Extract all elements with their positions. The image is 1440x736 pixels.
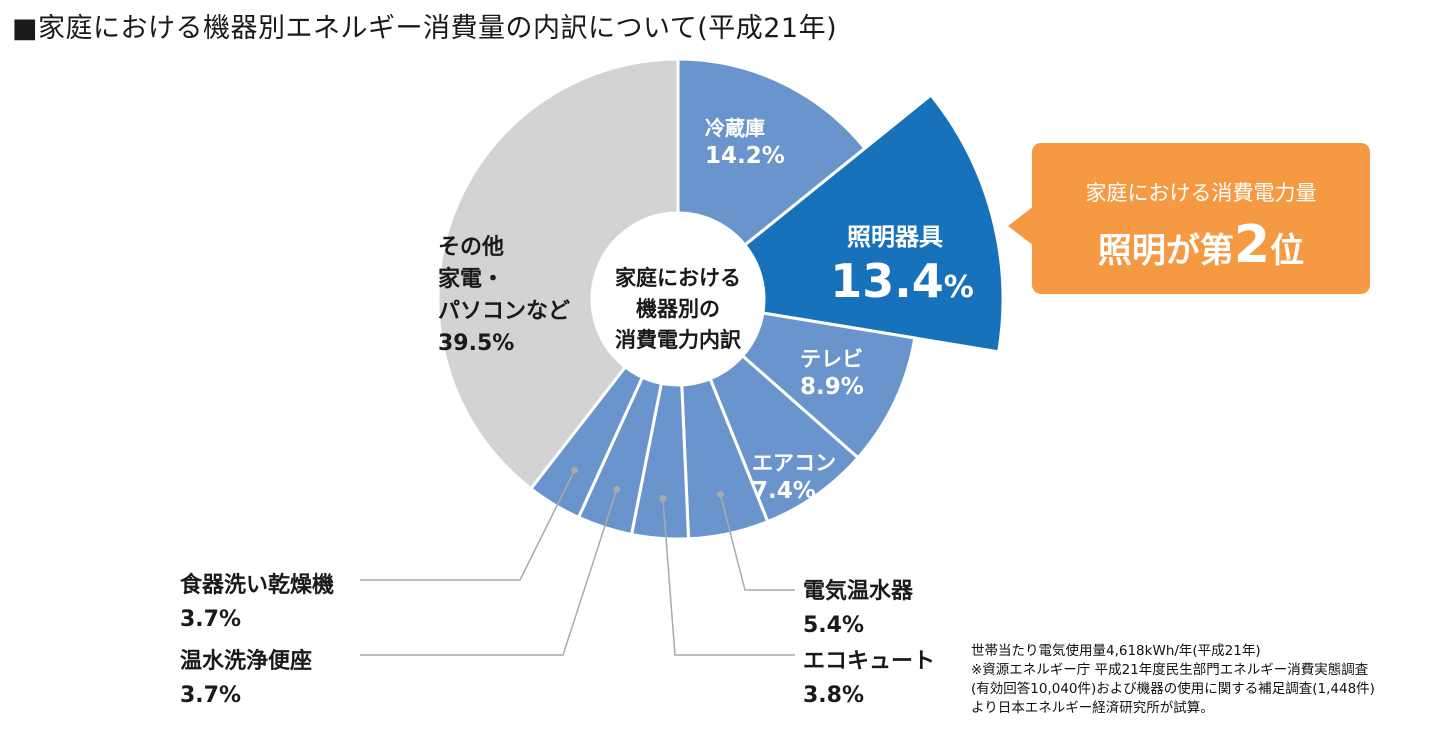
slice-label: 温水洗浄便座 <box>180 648 312 674</box>
slice-value: 39.5% <box>438 331 514 356</box>
slice-label: パソコンなど <box>438 299 570 324</box>
center-label: 家庭における <box>615 266 741 290</box>
note-line: (有効回答10,040件)および機器の使用に関する補足調査(1,448件) <box>971 681 1375 697</box>
note-line: より日本エネルギー経済研究所が試算。 <box>971 700 1214 716</box>
callout-rank: 2 <box>1233 215 1271 275</box>
leader-line <box>662 498 795 656</box>
note-line: 世帯当たり電気使用量4,618kWh/年(平成21年) <box>971 643 1261 659</box>
leader-line <box>360 489 618 656</box>
leader-line <box>360 469 576 581</box>
callout-line1: 家庭における消費電力量 <box>1085 181 1317 205</box>
slice-label: 食器洗い乾燥機 <box>180 572 334 598</box>
callout-pointer <box>1008 206 1034 246</box>
slice-value: 3.7% <box>180 607 241 632</box>
slice-value: 5.4% <box>803 613 864 638</box>
slice-value: 14.2% <box>705 143 785 169</box>
center-label: 消費電力内訳 <box>615 328 742 352</box>
slice-label: その他 <box>438 235 504 260</box>
slice-value: 7.4% <box>752 478 816 504</box>
callout-line2-suffix: 位 <box>1270 231 1305 271</box>
callout-line2: 照明が第2位 <box>1032 219 1370 272</box>
slice-label: 冷蔵庫 <box>705 116 765 140</box>
callout-line2-prefix: 照明が第 <box>1097 231 1234 271</box>
slice-value: 8.9% <box>800 374 864 400</box>
slice-value: 3.7% <box>180 683 241 708</box>
donut-slice <box>436 57 680 491</box>
slice-value: 3.8% <box>803 683 864 708</box>
slice-label: エアコン <box>752 451 836 475</box>
donut-slice <box>676 57 867 248</box>
donut-slice <box>742 92 1005 354</box>
slice-label: テレビ <box>800 347 863 371</box>
slice-label: 照明器具 <box>847 223 943 251</box>
page-title: ■家庭における機器別エネルギー消費量の内訳について(平成21年) <box>12 13 838 44</box>
leader-line <box>719 494 795 591</box>
source-note: 世帯当たり電気使用量4,618kWh/年(平成21年) ※資源エネルギー庁 平成… <box>971 642 1375 718</box>
callout-box: 家庭における消費電力量 照明が第2位 <box>1032 143 1370 294</box>
center-label: 機器別の <box>636 297 720 321</box>
slice-label: 電気温水器 <box>803 578 914 604</box>
slice-label: エコキュート <box>803 649 935 674</box>
slice-label: 家電・ <box>438 266 504 292</box>
note-line: ※資源エネルギー庁 平成21年度民生部門エネルギー消費実態調査 <box>971 662 1369 678</box>
